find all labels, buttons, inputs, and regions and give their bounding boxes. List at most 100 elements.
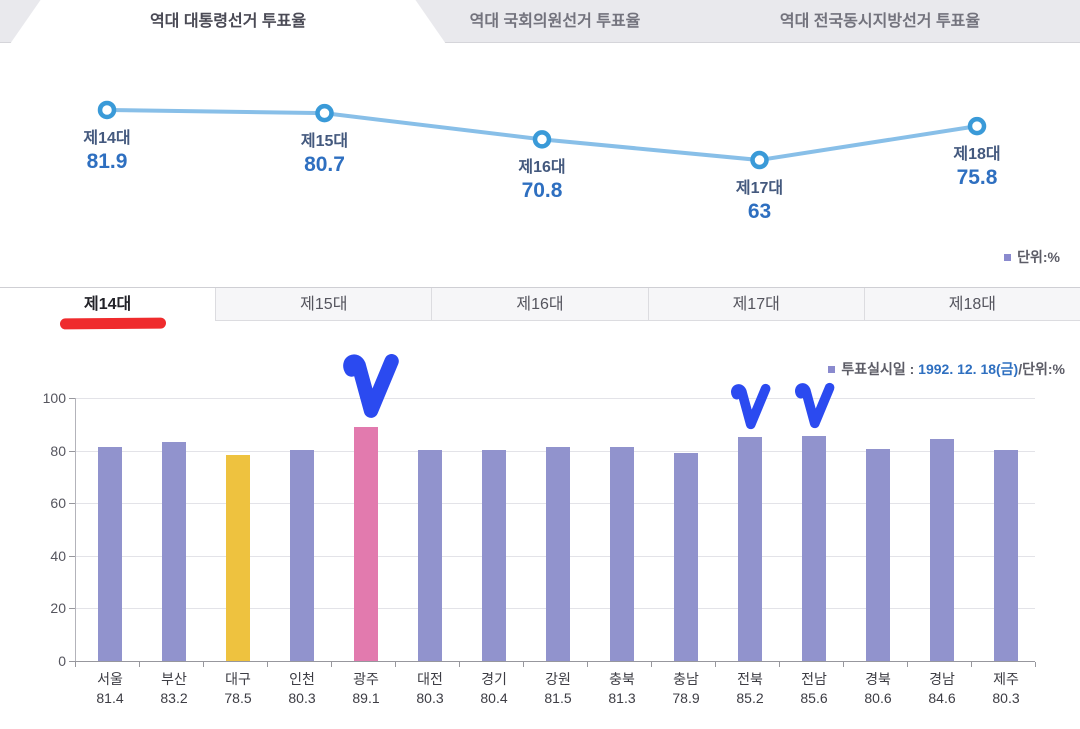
x-label-충북: 충북 81.3: [590, 670, 654, 708]
bar-대전: [418, 449, 442, 661]
region-name: 경남: [929, 671, 955, 687]
y-axis-label-80: 80: [50, 442, 66, 459]
term-tab-15[interactable]: 제15대: [215, 288, 432, 321]
y-tick-0: [69, 661, 75, 662]
line-point-label-제18대: 제18대 75.8: [912, 145, 1042, 191]
x-label-경북: 경북 80.6: [846, 670, 910, 708]
region-name: 충북: [609, 671, 635, 687]
region-name: 대전: [417, 671, 443, 687]
region-value: 80.3: [416, 690, 444, 706]
bar-부산: [162, 442, 186, 661]
region-value: 78.9: [672, 690, 700, 706]
line-point-label-제15대: 제15대 80.7: [260, 132, 390, 178]
bar-강원: [546, 446, 570, 661]
tab-local-turnout[interactable]: 역대 전국동시지방선거 투표율: [779, 13, 981, 30]
point-category: 제14대: [83, 129, 131, 147]
x-tick-12: [843, 662, 844, 667]
region-name: 전북: [737, 671, 763, 687]
x-tick-15: [1035, 662, 1036, 667]
term-tab-18[interactable]: 제18대: [863, 288, 1080, 321]
y-axis-label-60: 60: [50, 495, 66, 512]
checkmark-stroke: [343, 353, 399, 418]
tab-assembly-turnout[interactable]: 역대 국회의원선거 투표율: [469, 13, 641, 30]
region-name: 서울: [97, 671, 123, 687]
x-tick-6: [459, 662, 460, 667]
x-tick-2: [203, 662, 204, 667]
checkmark-annotation-광주: [343, 353, 399, 418]
point-value: 63: [747, 200, 772, 224]
bar-인천: [290, 449, 314, 661]
x-label-인천: 인천 80.3: [270, 670, 334, 708]
red-underline-annotation: [59, 317, 167, 330]
point-value: 70.8: [521, 179, 563, 203]
y-axis-label-20: 20: [50, 600, 66, 617]
term-tab-16[interactable]: 제16대: [431, 288, 648, 321]
region-value: 81.5: [544, 690, 572, 706]
region-name: 충남: [673, 671, 699, 687]
point-value: 81.9: [86, 149, 128, 173]
x-tick-7: [523, 662, 524, 667]
x-label-전북: 전북 85.2: [718, 670, 782, 708]
legend-suffix: /단위:%: [1018, 361, 1065, 377]
x-label-강원: 강원 81.5: [526, 670, 590, 708]
x-tick-10: [715, 662, 716, 667]
election-date: 1992. 12. 18(금): [918, 361, 1019, 377]
legend-prefix: 투표실시일 :: [841, 361, 919, 377]
region-name: 대구: [225, 671, 251, 687]
x-axis-line: [75, 661, 1035, 662]
x-label-대전: 대전 80.3: [398, 670, 462, 708]
term-tab-14[interactable]: 제14대: [0, 288, 216, 321]
x-label-충남: 충남 78.9: [654, 670, 718, 708]
presidential-turnout-line-chart: [97, 100, 987, 170]
data-point-marker-제15대: [315, 103, 334, 123]
region-value: 80.4: [480, 690, 508, 706]
region-value: 84.6: [928, 690, 956, 706]
x-label-대구: 대구 78.5: [206, 670, 270, 708]
bar-경북: [866, 449, 890, 661]
checkmark-annotation-전북: [731, 383, 771, 430]
bar-충북: [610, 447, 634, 661]
bar-광주: [354, 426, 378, 661]
data-point-marker-제14대: [97, 100, 117, 120]
x-label-부산: 부산 83.2: [142, 670, 206, 708]
y-tick-100: [69, 398, 75, 399]
legend-bullet-icon: [1004, 254, 1012, 261]
y-tick-80: [69, 450, 75, 452]
region-value: 85.6: [800, 690, 828, 706]
bar-chart-legend: 투표실시일 : 1992. 12. 18(금)/단위:%: [600, 359, 1065, 379]
x-label-경남: 경남 84.6: [910, 670, 974, 708]
y-axis-label-100: 100: [42, 390, 66, 406]
data-point-marker-제18대: [967, 116, 987, 136]
term-tab-17[interactable]: 제17대: [647, 288, 864, 321]
region-name: 강원: [545, 671, 571, 687]
x-label-제주: 제주 80.3: [974, 670, 1038, 708]
point-category: 제17대: [735, 180, 784, 198]
bar-서울: [98, 446, 122, 661]
y-axis-label-0: 0: [58, 653, 66, 669]
gridline-100: [75, 398, 1035, 399]
region-name: 부산: [161, 671, 187, 687]
checkmark-stroke: [731, 383, 771, 430]
region-value: 89.1: [352, 690, 380, 706]
bar-제주: [994, 449, 1018, 661]
point-category: 제15대: [300, 133, 349, 151]
x-label-전남: 전남 85.6: [782, 670, 846, 708]
region-name: 광주: [353, 671, 379, 687]
x-tick-9: [651, 662, 652, 667]
x-tick-8: [587, 662, 588, 667]
bar-전남: [802, 435, 826, 661]
point-value: 80.7: [304, 153, 345, 177]
bar-경기: [482, 449, 506, 661]
region-value: 80.3: [288, 690, 316, 706]
bar-충남: [674, 453, 698, 661]
bar-전북: [738, 436, 762, 661]
data-point-marker-제17대: [750, 150, 769, 170]
tab-presidential-turnout[interactable]: 역대 대통령선거 투표율: [10, 0, 446, 44]
line-chart-unit-legend: 단위:%: [880, 247, 1060, 267]
point-value: 75.8: [956, 166, 998, 190]
region-name: 제주: [993, 671, 1019, 687]
point-category: 제18대: [953, 146, 1001, 164]
x-label-서울: 서울 81.4: [78, 670, 142, 708]
election-term-tab-row: 제14대 제15대 제16대 제17대 제18대: [0, 287, 1080, 321]
y-axis-label-40: 40: [50, 547, 66, 564]
